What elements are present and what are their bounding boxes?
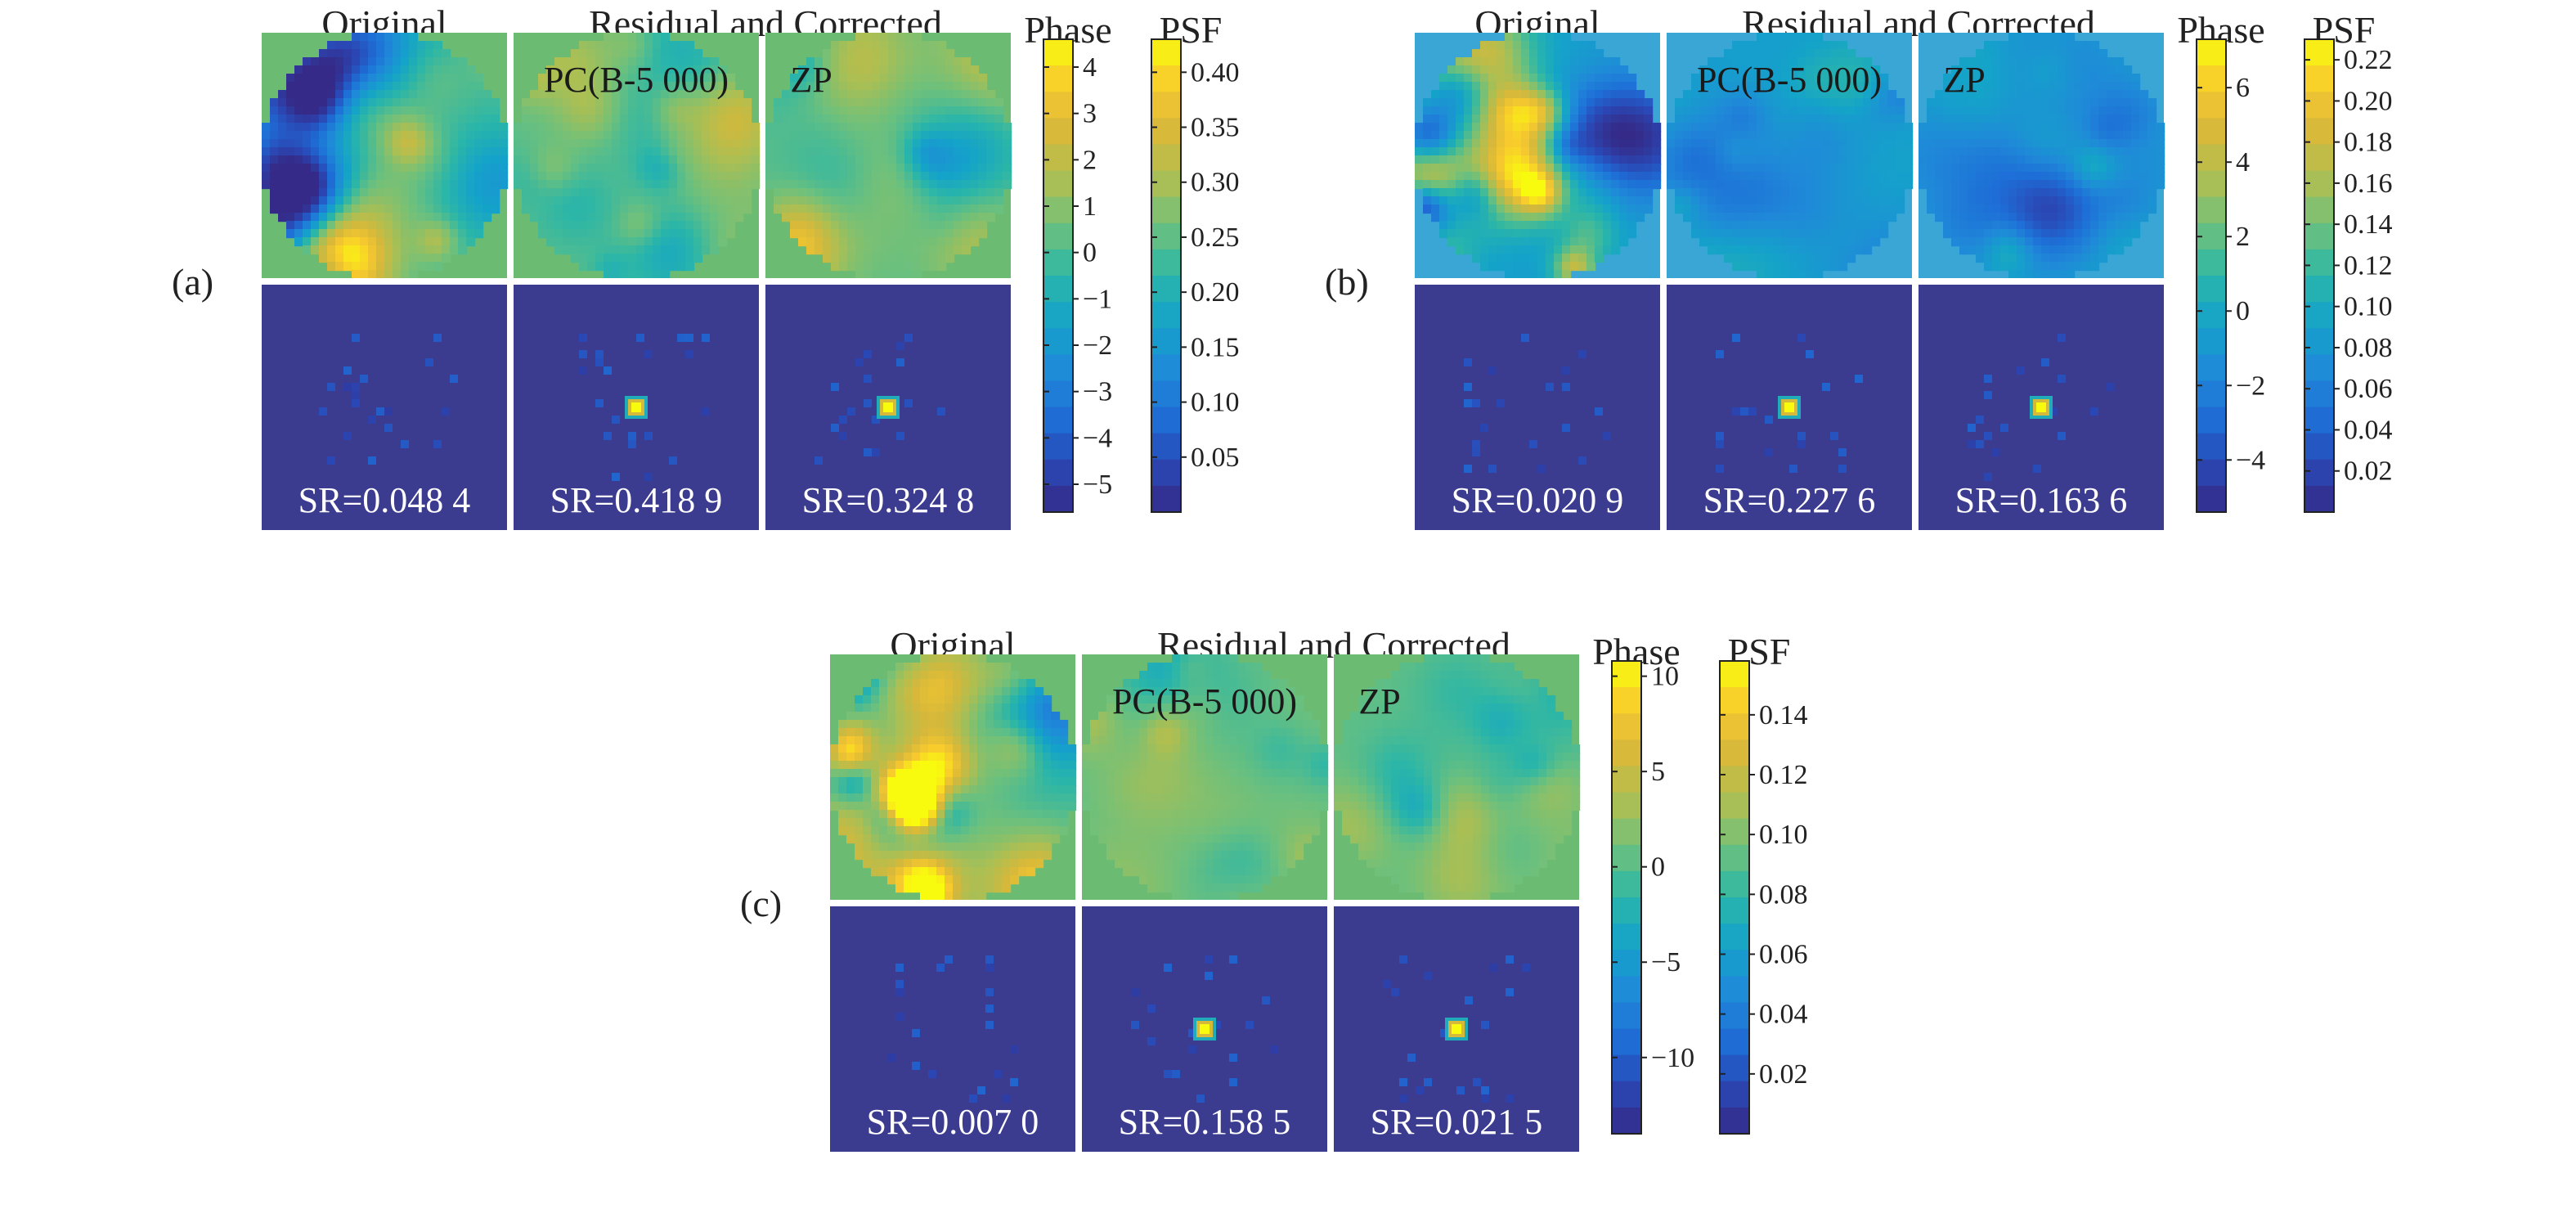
phase-colorbar-tick: 4 bbox=[1083, 52, 1097, 83]
phase-colorbar-tick: 10 bbox=[1651, 662, 1679, 692]
phase-colorbar-tick: −5 bbox=[1651, 947, 1681, 978]
psf-colorbar-tick: 0.16 bbox=[2344, 169, 2393, 199]
phase-colorbar-tick: 3 bbox=[1083, 99, 1097, 129]
method-label-zp: ZP bbox=[1943, 60, 1985, 100]
psf-colorbar-tick: 0.10 bbox=[1191, 388, 1240, 418]
figure-panel-a: Original Residual and Corrected Phase PS… bbox=[172, 0, 1431, 605]
strehl-ratio-label: SR=0.324 8 bbox=[802, 480, 975, 520]
strehl-ratio-label: SR=0.021 5 bbox=[1371, 1102, 1543, 1142]
phase-colorbar: 4 3 2 1 0 −1 −2 −3 −4 −5 bbox=[1043, 39, 1112, 513]
image-grid bbox=[830, 654, 1580, 1152]
psf-colorbar-tick: 0.40 bbox=[1191, 57, 1240, 88]
image-grid bbox=[262, 33, 1012, 530]
psf-colorbar-tick: 0.14 bbox=[1759, 700, 1808, 730]
psf-colorbar-tick: 0.30 bbox=[1191, 168, 1240, 198]
image-grid bbox=[1415, 33, 2165, 530]
phase-colorbar-tick: 0 bbox=[1651, 852, 1665, 883]
psf-colorbar-tick: 0.12 bbox=[1759, 760, 1808, 790]
method-label-zp: ZP bbox=[790, 60, 832, 100]
method-label-pc: PC(B-5 000) bbox=[544, 60, 729, 100]
phase-colorbar-tick: −5 bbox=[1083, 470, 1112, 500]
strehl-ratio-label: SR=0.158 5 bbox=[1119, 1102, 1291, 1142]
phase-colorbar-tick: 4 bbox=[2236, 147, 2250, 178]
phase-colorbar-tick: 2 bbox=[2236, 222, 2250, 252]
panel-label: (a) bbox=[172, 261, 213, 303]
figure-panel-b: Original Residual and Corrected Phase PS… bbox=[1325, 0, 2576, 605]
psf-colorbar-tick: 0.10 bbox=[1759, 820, 1808, 850]
phase-colorbar-tick: 0 bbox=[1083, 238, 1097, 268]
psf-colorbar-tick: 0.02 bbox=[2344, 456, 2393, 487]
strehl-ratio-label: SR=0.418 9 bbox=[550, 480, 723, 520]
phase-colorbar-tick: −4 bbox=[1083, 423, 1112, 453]
strehl-ratio-label: SR=0.048 4 bbox=[298, 480, 471, 520]
phase-colorbar-tick: 5 bbox=[1651, 757, 1665, 787]
method-label-zp: ZP bbox=[1358, 681, 1400, 721]
psf-colorbar-tick: 0.08 bbox=[2344, 333, 2393, 363]
phase-colorbar-tick: −1 bbox=[1083, 284, 1112, 314]
psf-colorbar-tick: 0.15 bbox=[1191, 332, 1240, 362]
phase-colorbar-tick: 6 bbox=[2236, 73, 2250, 103]
psf-colorbar-tick: 0.22 bbox=[2344, 45, 2393, 75]
psf-colorbar: 0.22 0.20 0.18 0.16 0.14 0.12 0.10 0.08 0.06 0.04… bbox=[2304, 39, 2393, 513]
phase-colorbar-tick: −10 bbox=[1651, 1043, 1694, 1073]
phase-original-map bbox=[1415, 33, 1661, 279]
psf-colorbar-tick: 0.04 bbox=[2344, 415, 2393, 445]
phase-original-map bbox=[262, 33, 508, 279]
phase-colorbar: 6 4 2 0 −2 −4 bbox=[2197, 39, 2265, 513]
phase-colorbar-tick: −3 bbox=[1083, 377, 1112, 407]
psf-colorbar-tick: 0.06 bbox=[1759, 940, 1808, 970]
phase-original-map bbox=[830, 654, 1076, 901]
figure-panel-c: Original Residual and Corrected Phase PS… bbox=[740, 622, 1999, 1227]
method-label-pc: PC(B-5 000) bbox=[1112, 681, 1297, 721]
psf-colorbar-tick: 0.10 bbox=[2344, 292, 2393, 322]
strehl-ratio-label: SR=0.007 0 bbox=[867, 1102, 1039, 1142]
strehl-ratio-label: SR=0.227 6 bbox=[1703, 480, 1876, 520]
phase-colorbar-tick: −4 bbox=[2236, 445, 2265, 475]
strehl-ratio-label: SR=0.163 6 bbox=[1955, 480, 2128, 520]
panel-label: (c) bbox=[740, 883, 782, 924]
strehl-ratio-label: SR=0.020 9 bbox=[1452, 480, 1624, 520]
psf-colorbar-tick: 0.02 bbox=[1759, 1059, 1808, 1090]
phase-colorbar-tick: −2 bbox=[2236, 371, 2265, 401]
panel-label: (b) bbox=[1325, 261, 1369, 303]
phase-colorbar-tick: 2 bbox=[1083, 145, 1097, 175]
psf-colorbar-tick: 0.14 bbox=[2344, 209, 2393, 240]
psf-colorbar-tick: 0.35 bbox=[1191, 113, 1240, 143]
psf-colorbar-tick: 0.20 bbox=[1191, 277, 1240, 308]
psf-colorbar: 0.40 0.35 0.30 0.25 0.20 0.15 0.10 0.05 bbox=[1151, 39, 1240, 513]
psf-colorbar-tick: 0.06 bbox=[2344, 374, 2393, 404]
psf-colorbar-tick: 0.04 bbox=[1759, 1000, 1808, 1030]
phase-colorbar-tick: −2 bbox=[1083, 330, 1112, 361]
phase-colorbar-tick: 0 bbox=[2236, 296, 2250, 326]
phase-colorbar: 10 5 0 −5 −10 bbox=[1612, 661, 1694, 1135]
psf-colorbar-tick: 0.08 bbox=[1759, 879, 1808, 910]
phase-colorbar-tick: 1 bbox=[1083, 191, 1097, 222]
psf-colorbar-tick: 0.05 bbox=[1191, 443, 1240, 473]
psf-colorbar: 0.14 0.12 0.10 0.08 0.06 0.04 0.02 bbox=[1720, 661, 1808, 1135]
psf-colorbar-tick: 0.25 bbox=[1191, 222, 1240, 253]
psf-colorbar-tick: 0.12 bbox=[2344, 250, 2393, 281]
psf-colorbar-tick: 0.18 bbox=[2344, 128, 2393, 158]
psf-colorbar-tick: 0.20 bbox=[2344, 86, 2393, 116]
method-label-pc: PC(B-5 000) bbox=[1697, 60, 1882, 100]
